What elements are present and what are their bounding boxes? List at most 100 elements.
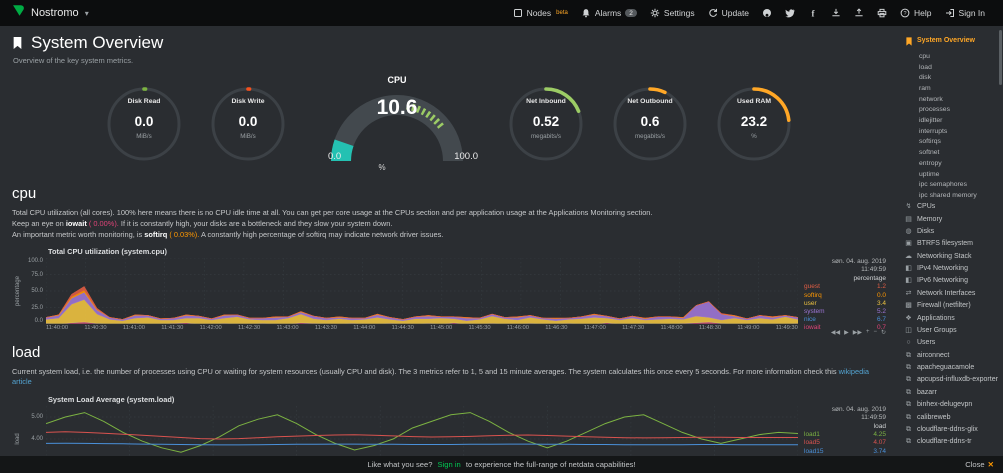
footer-close-button[interactable]: Close ✕ — [965, 460, 994, 469]
gauge-label: CPU — [387, 75, 407, 85]
legend-row-load5[interactable]: load5 4.07 — [804, 439, 886, 447]
gauge-min: 0.0 — [328, 151, 342, 162]
legend-row-load15[interactable]: load15 3.74 — [804, 448, 886, 456]
sidebar-subitem-softnet[interactable]: softnet — [919, 149, 940, 157]
sidebar-item-applications[interactable]: ❖ Applications — [904, 312, 999, 324]
sidebar-item-users[interactable]: ○ Users — [904, 337, 999, 349]
topbar-nodes-button[interactable]: Nodes beta — [513, 8, 568, 18]
topbar-label: Nodes — [526, 8, 552, 18]
topbar-twitter-icon[interactable] — [785, 8, 795, 18]
sidebar-subitem-ram[interactable]: ram — [919, 85, 931, 93]
legend-dimension-name: softirq — [804, 291, 822, 299]
topbar-settings-button[interactable]: Settings — [650, 8, 695, 18]
topbar-facebook-icon[interactable]: f — [808, 8, 818, 18]
sidebar-subitem-processes[interactable]: processes — [919, 106, 950, 114]
sidebar-subitem-idlejitter[interactable]: idlejitter — [919, 117, 943, 125]
zoom-in-icon[interactable]: + — [865, 328, 870, 335]
sidebar-item-networking-stack[interactable]: ☁ Networking Stack — [904, 251, 999, 263]
legend-row-nice[interactable]: nice 6.7 — [804, 316, 886, 324]
sidebar-subitem-ipc-shared-memory[interactable]: ipc shared memory — [919, 191, 977, 199]
sidebar-scrollbar[interactable] — [999, 30, 1002, 85]
gauge-max: 100.0 — [454, 151, 478, 162]
pie-ring — [107, 87, 181, 161]
gauge-disk-read[interactable]: Disk Read 0.0 MiB/s — [104, 84, 184, 164]
forward-icon[interactable]: ▶▶ — [852, 329, 862, 336]
legend-row-user[interactable]: user 3.4 — [804, 300, 886, 308]
sidebar-item-user-groups[interactable]: ◫ User Groups — [904, 325, 999, 337]
sidebar-item-ipv6-networking[interactable]: ◧ IPv6 Networking — [904, 275, 999, 287]
svg-text:?: ? — [904, 11, 907, 17]
sidebar-item-binhex-delugevpn[interactable]: ⧉ binhex-delugevpn — [904, 399, 999, 411]
sidebar-subitem-network[interactable]: network — [919, 95, 943, 103]
help-icon: ? — [900, 8, 910, 18]
legend-row-system[interactable]: system 5.2 — [804, 308, 886, 316]
sidebar-item-calibreweb[interactable]: ⧉ calibreweb — [904, 411, 999, 423]
gauge-disk-write[interactable]: Disk Write 0.0 MiB/s — [208, 84, 288, 164]
sidebar-subitem-disk[interactable]: disk — [919, 74, 932, 82]
wikipedia-link[interactable]: wikipedia article — [12, 366, 870, 387]
legend-row-load1[interactable]: load1 4.25 — [804, 431, 886, 439]
topbar-export-snapshot-icon[interactable] — [854, 8, 864, 18]
gauge-label: Disk Write — [231, 98, 265, 105]
gauge-used-ram[interactable]: Used RAM 23.2% — [714, 84, 794, 164]
chart-title: Total CPU utilization (system.cpu) — [48, 247, 167, 257]
sidebar-item-label: System Overview — [917, 37, 975, 45]
gauge-net-outbound[interactable]: Net Outbound 0.6 megabits/s — [610, 84, 690, 164]
topbar-signin-button[interactable]: Sign In — [945, 8, 985, 18]
sidebar-item-ipv4-networking[interactable]: ◧ IPv4 Networking — [904, 263, 999, 275]
cpu-desc-line1: Total CPU utilization (all cores). 100% … — [12, 208, 653, 217]
download-icon — [831, 8, 841, 18]
sidebar-item-btrfs-filesystem[interactable]: ▣ BTRFS filesystem — [904, 238, 999, 250]
play-icon[interactable]: ▶ — [844, 329, 849, 336]
sidebar-subitem-uptime[interactable]: uptime — [919, 170, 940, 178]
legend-row-softirq[interactable]: softirq 0.0 — [804, 292, 886, 300]
sidebar-item-cloudflare-ddns-tr[interactable]: ⧉ cloudflare-ddns-tr — [904, 436, 999, 448]
legend-row-iowait[interactable]: iowait 0.7 — [804, 324, 886, 332]
chart-plot-area[interactable] — [46, 406, 798, 456]
sidebar-item-firewall-netfilter[interactable]: ▩ Firewall (netfilter) — [904, 300, 999, 312]
sidebar-item-bazarr[interactable]: ⧉ bazarr — [904, 387, 999, 399]
rewind-icon[interactable]: ◀◀ — [830, 329, 841, 336]
sidebar-item-memory[interactable]: ▤ Memory — [904, 213, 999, 225]
sidebar-item-apacheguacamole[interactable]: ⧉ apacheguacamole — [904, 362, 999, 374]
legend-row-guest[interactable]: guest 1.2 — [804, 283, 886, 291]
y-axis-label: load — [15, 433, 21, 445]
netdata-logo-icon — [12, 4, 25, 22]
sidebar-subitem-entropy[interactable]: entropy — [919, 159, 942, 167]
sidebar-subitem-interrupts[interactable]: interrupts — [919, 127, 948, 135]
topbar-alarms-button[interactable]: Alarms 2 — [581, 8, 637, 18]
sidebar-item-cpus[interactable]: ↯ CPUs — [904, 201, 999, 213]
legend-dimension-value: 3.74 — [873, 447, 886, 455]
sidebar-item-label: BTRFS filesystem — [917, 240, 974, 248]
sidebar-subitem-ipc-semaphores[interactable]: ipc semaphores — [919, 181, 967, 189]
sidebar-subitem-cpu[interactable]: cpu — [919, 52, 930, 60]
sidebar-item-label: IPv4 Networking — [917, 265, 968, 273]
topbar-help-button[interactable]: ? Help — [900, 8, 932, 18]
footer-signin-link[interactable]: Sign in — [437, 460, 461, 469]
reset-zoom-icon[interactable]: ↻ — [880, 329, 886, 336]
globe-icon: ◧ — [905, 277, 912, 285]
sidebar-item-airconnect[interactable]: ⧉ airconnect — [904, 350, 999, 362]
sidebar-subitem-softirqs[interactable]: softirqs — [919, 138, 941, 146]
node-selector[interactable]: Nostromo ▾ — [12, 4, 89, 22]
sidebar-item-network-interfaces[interactable]: ⇄ Network Interfaces — [904, 288, 999, 300]
chart-plot-area[interactable] — [46, 258, 798, 325]
topbar-update-button[interactable]: Update — [708, 8, 749, 18]
sidebar-item-apcupsd-influxdb-exporter[interactable]: ⧉ apcupsd-influxdb-exporter — [904, 374, 999, 386]
gauge-unit: megabits/s — [531, 133, 561, 140]
gauge-unit: % — [378, 163, 386, 172]
sidebar-item-disks[interactable]: ◍ Disks — [904, 226, 999, 238]
topbar-print-icon[interactable] — [877, 8, 887, 18]
gauge-net-inbound[interactable]: Net Inbound 0.52 megabits/s — [506, 84, 586, 164]
legend-dimension-value: 0.7 — [876, 324, 886, 332]
sidebar-item-system-overview[interactable]: System Overview — [904, 35, 999, 51]
softirq-keyword: softirq — [144, 229, 168, 239]
sidebar-item-label: Users — [917, 339, 936, 347]
topbar-import-snapshot-icon[interactable] — [831, 8, 841, 18]
sidebar-item-cloudflare-ddns-glix[interactable]: ⧉ cloudflare-ddns-glix — [904, 424, 999, 436]
zoom-out-icon[interactable]: − — [873, 328, 877, 335]
sidebar-subitem-load[interactable]: load — [919, 63, 932, 71]
sidebar-item-label: Networking Stack — [917, 252, 972, 260]
gauge-cpu[interactable]: CPU 10.6 0.0 100.0% — [312, 75, 482, 173]
topbar-github-icon[interactable] — [762, 8, 772, 18]
